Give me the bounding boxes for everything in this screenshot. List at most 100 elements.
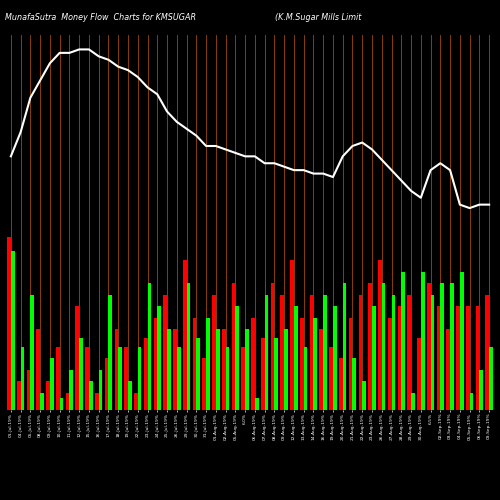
Bar [476,306,480,410]
Bar [89,381,92,410]
Bar [421,272,424,410]
Bar [148,283,151,410]
Text: MunafaSutra  Money Flow  Charts for KMSUGAR: MunafaSutra Money Flow Charts for KMSUGA… [5,12,196,22]
Bar [206,318,210,410]
Bar [222,329,226,410]
Bar [232,283,235,410]
Bar [79,338,83,410]
Bar [480,370,483,410]
Bar [417,338,421,410]
Bar [192,318,196,410]
Bar [251,318,255,410]
Bar [264,294,268,410]
Text: (K.M.Sugar Mills Limit: (K.M.Sugar Mills Limit [275,12,362,22]
Bar [46,381,50,410]
Bar [388,318,392,410]
Bar [382,283,386,410]
Bar [294,306,298,410]
Bar [11,252,15,410]
Bar [304,346,308,410]
Bar [108,294,112,410]
Bar [226,346,230,410]
Bar [60,398,64,410]
Bar [17,381,20,410]
Bar [372,306,376,410]
Bar [440,283,444,410]
Bar [76,306,79,410]
Bar [300,318,304,410]
Bar [314,318,317,410]
Bar [255,398,258,410]
Bar [242,346,245,410]
Bar [164,294,167,410]
Bar [158,306,161,410]
Bar [362,381,366,410]
Bar [95,392,98,410]
Bar [134,392,138,410]
Bar [236,306,239,410]
Bar [105,358,108,410]
Bar [144,338,148,410]
Bar [284,329,288,410]
Bar [310,294,314,410]
Bar [261,338,264,410]
Bar [70,370,73,410]
Bar [280,294,284,410]
Bar [154,318,158,410]
Bar [128,381,132,410]
Bar [398,306,402,410]
Bar [330,346,333,410]
Bar [56,346,59,410]
Bar [352,358,356,410]
Bar [114,329,118,410]
Bar [50,358,53,410]
Bar [85,346,89,410]
Bar [36,329,40,410]
Bar [202,358,206,410]
Bar [7,237,11,410]
Bar [138,346,141,410]
Bar [427,283,430,410]
Bar [450,283,454,410]
Bar [270,283,274,410]
Bar [186,283,190,410]
Bar [368,283,372,410]
Bar [40,392,44,410]
Bar [118,346,122,410]
Bar [446,329,450,410]
Bar [333,306,336,410]
Bar [245,329,249,410]
Bar [460,272,464,410]
Bar [30,294,34,410]
Bar [436,306,440,410]
Bar [212,294,216,410]
Bar [358,294,362,410]
Bar [320,329,323,410]
Bar [20,346,24,410]
Bar [349,318,352,410]
Bar [177,346,180,410]
Bar [378,260,382,410]
Bar [167,329,170,410]
Bar [392,294,395,410]
Bar [339,358,342,410]
Bar [470,392,474,410]
Bar [290,260,294,410]
Bar [216,329,220,410]
Bar [274,338,278,410]
Bar [196,338,200,410]
Bar [456,306,460,410]
Bar [323,294,327,410]
Bar [408,294,411,410]
Bar [489,346,493,410]
Bar [173,329,177,410]
Bar [124,346,128,410]
Bar [26,370,30,410]
Bar [466,306,469,410]
Bar [430,294,434,410]
Bar [98,370,102,410]
Bar [411,392,415,410]
Bar [402,272,405,410]
Bar [183,260,186,410]
Bar [342,283,346,410]
